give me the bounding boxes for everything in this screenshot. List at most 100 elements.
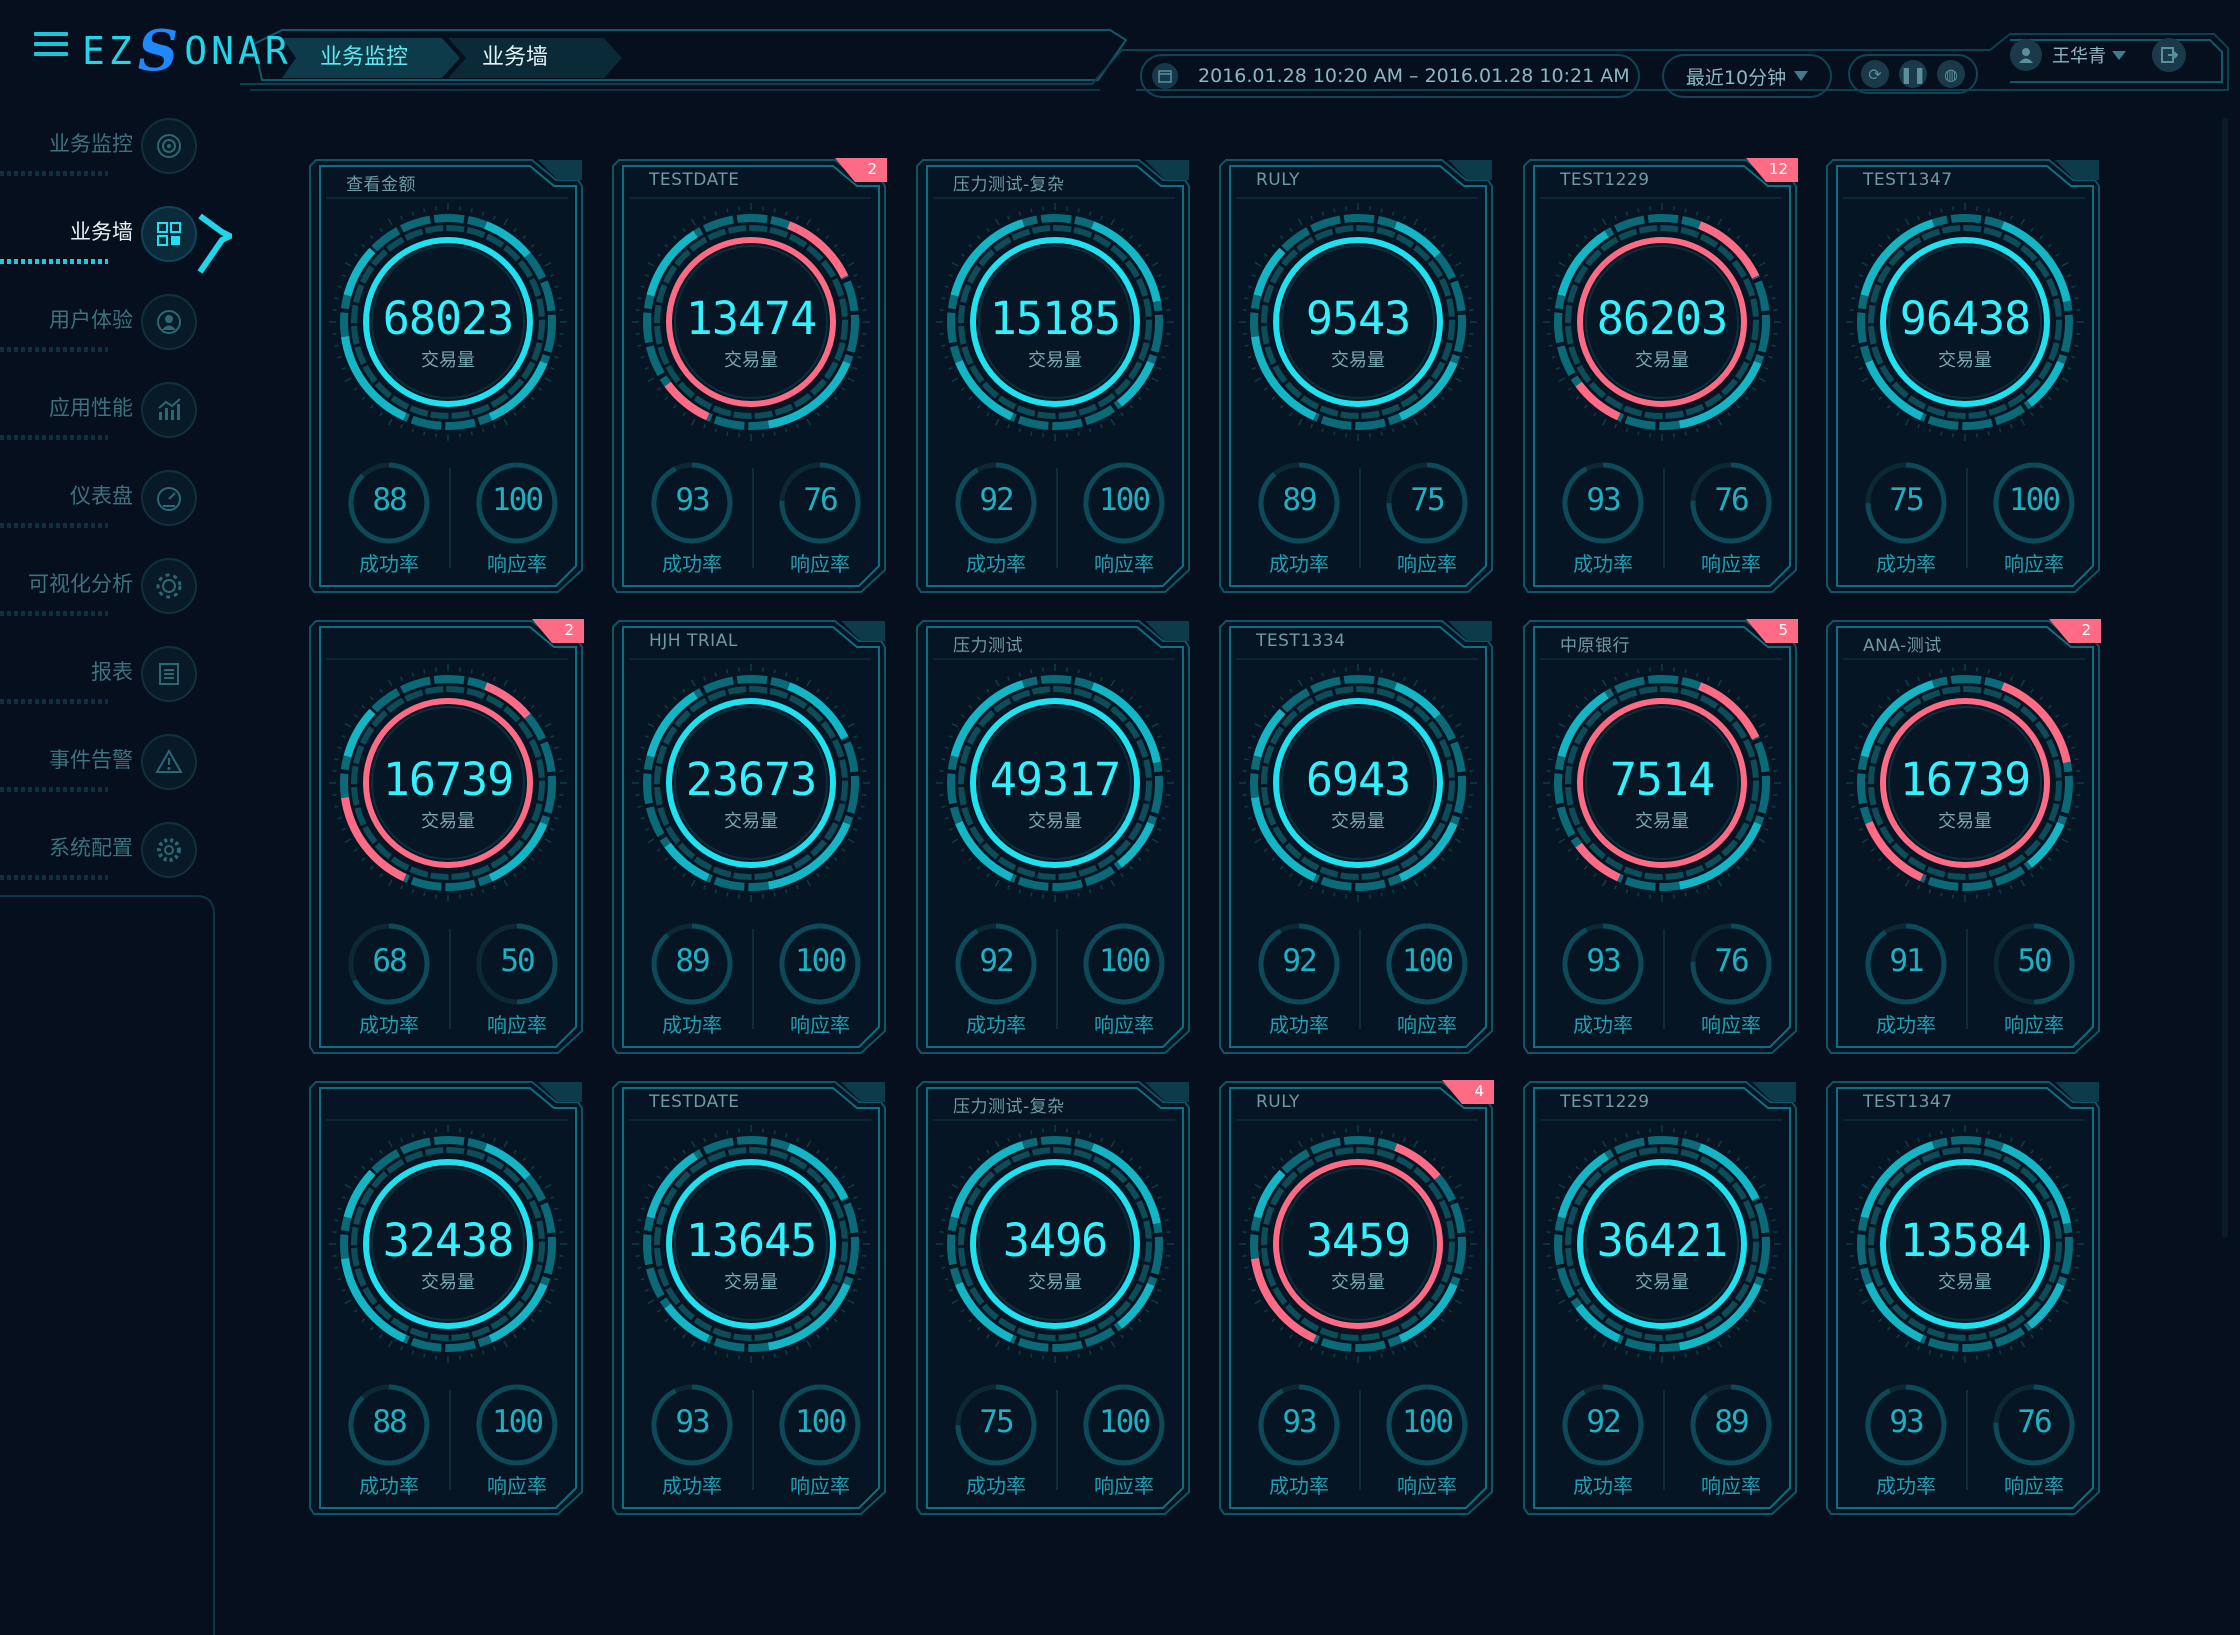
card-title: 压力测试-复杂 (953, 1097, 1065, 1117)
sidebar-item-1[interactable]: 业务墙 (0, 192, 215, 272)
breadcrumb-item-business-wall[interactable]: 业务墙 (482, 45, 549, 70)
sidebar-item-label: 用户体验 (49, 308, 133, 332)
volume-value: 32438 (382, 1214, 514, 1267)
volume-gauge (1542, 663, 1782, 903)
success-rate-ring (951, 458, 1041, 548)
success-rate-value: 75 (979, 1404, 1014, 1440)
card-title: TEST1334 (1256, 631, 1346, 651)
sidebar-item-2[interactable]: 用户体验 (0, 280, 215, 360)
business-card[interactable]: TEST1229 12 86203 交易量 93 成功率 76 响应率 (1520, 152, 1802, 597)
business-card[interactable]: 32438 交易量 88 成功率 100 响应率 (306, 1074, 588, 1519)
sidebar-item-4[interactable]: 仪表盘 (0, 456, 215, 536)
sidebar-item-underline (0, 347, 108, 352)
volume-label: 交易量 (1635, 811, 1689, 832)
sidebar-item-underline (0, 259, 108, 264)
success-rate-value: 93 (675, 1404, 710, 1440)
sidebar-item-label: 业务监控 (49, 132, 133, 156)
sidebar-item-underline (0, 699, 108, 704)
business-wall-grid: 查看金额 68023 交易量 88 成功率 100 响应率 TESTDATE 2 13474 交易量… (306, 152, 2116, 1522)
business-card[interactable]: TEST1347 13584 交易量 93 成功率 76 响应率 (1823, 1074, 2105, 1519)
success-rate-value: 91 (1889, 943, 1924, 979)
business-card[interactable]: RULY 9543 交易量 89 成功率 75 响应率 (1216, 152, 1498, 597)
response-rate-label: 响应率 (487, 552, 547, 576)
sidebar-item-8[interactable]: 系统配置 (0, 808, 215, 888)
success-rate-value: 75 (1889, 482, 1924, 518)
sidebar-item-5[interactable]: 可视化分析 (0, 544, 215, 624)
breadcrumb-item-business-monitor[interactable]: 业务监控 (320, 45, 409, 70)
business-card[interactable]: RULY 4 3459 交易量 93 成功率 100 响应率 (1216, 1074, 1498, 1519)
success-rate-label: 成功率 (1876, 1474, 1936, 1498)
success-rate-ring (1861, 919, 1951, 1009)
response-rate-ring (1686, 919, 1776, 1009)
volume-value: 68023 (382, 292, 514, 345)
card-divider (752, 468, 754, 568)
volume-gauge (1238, 202, 1478, 442)
globe-icon[interactable]: ◍ (1937, 60, 1965, 88)
sidebar-item-7[interactable]: 事件告警 (0, 720, 215, 800)
chart-icon (141, 382, 197, 438)
sidebar-item-6[interactable]: 报表 (0, 632, 215, 712)
business-card[interactable]: ANA-测试 2 16739 交易量 91 成功率 50 响应率 (1823, 613, 2105, 1058)
response-rate-ring (1989, 1380, 2079, 1470)
user-chevron-down-icon[interactable] (2112, 50, 2126, 60)
card-divider (752, 1390, 754, 1490)
response-rate-label: 响应率 (487, 1013, 547, 1037)
success-rate-value: 89 (1282, 482, 1317, 518)
success-rate-label: 成功率 (662, 1474, 722, 1498)
range-select[interactable]: 最近10分钟 (1662, 54, 1832, 98)
success-rate-ring (1558, 919, 1648, 1009)
success-rate-label: 成功率 (1876, 552, 1936, 576)
response-rate-label: 响应率 (790, 552, 850, 576)
response-rate-ring (1686, 458, 1776, 548)
success-rate-label: 成功率 (1573, 552, 1633, 576)
business-card[interactable]: 压力测试-复杂 3496 交易量 75 成功率 100 响应率 (913, 1074, 1195, 1519)
refresh-icon[interactable]: ⟳ (1861, 60, 1889, 88)
user-name[interactable]: 王华青 (2052, 46, 2106, 67)
response-rate-label: 响应率 (1094, 1013, 1154, 1037)
volume-label: 交易量 (421, 350, 475, 371)
response-rate-value: 100 (1099, 1404, 1151, 1440)
page-scrollbar[interactable] (2222, 118, 2228, 1238)
volume-value: 15185 (989, 292, 1121, 345)
time-range-picker[interactable]: 2016.01.28 10:20 AM – 2016.01.28 10:21 A… (1140, 54, 1640, 98)
success-rate-value: 93 (1282, 1404, 1317, 1440)
volume-gauge (631, 1124, 871, 1364)
app-logo[interactable]: EZ S ONAR (82, 18, 292, 84)
business-card[interactable]: TESTDATE 2 13474 交易量 93 成功率 76 响应率 (609, 152, 891, 597)
menu-icon[interactable] (34, 32, 68, 66)
playback-controls: ⟳ ❚❚ ◍ (1848, 54, 1978, 94)
success-rate-label: 成功率 (359, 552, 419, 576)
card-divider (1966, 929, 1968, 1029)
success-rate-label: 成功率 (1269, 1013, 1329, 1037)
success-rate-ring (344, 919, 434, 1009)
business-card[interactable]: TESTDATE 13645 交易量 93 成功率 100 响应率 (609, 1074, 891, 1519)
business-card[interactable]: TEST1334 6943 交易量 92 成功率 100 响应率 (1216, 613, 1498, 1058)
user-avatar-icon[interactable] (2010, 39, 2042, 71)
card-title: 查看金额 (346, 175, 416, 195)
card-divider (1663, 929, 1665, 1029)
business-card[interactable]: 压力测试-复杂 15185 交易量 92 成功率 100 响应率 (913, 152, 1195, 597)
pause-icon[interactable]: ❚❚ (1899, 60, 1927, 88)
business-card[interactable]: HJH TRIAL 23673 交易量 89 成功率 100 响应率 (609, 613, 891, 1058)
business-card[interactable]: TEST1229 36421 交易量 92 成功率 89 响应率 (1520, 1074, 1802, 1519)
sidebar-item-label: 可视化分析 (28, 572, 133, 596)
business-card[interactable]: 查看金额 68023 交易量 88 成功率 100 响应率 (306, 152, 588, 597)
business-card[interactable]: 2 16739 交易量 68 成功率 50 响应率 (306, 613, 588, 1058)
success-rate-value: 92 (979, 943, 1014, 979)
logout-icon[interactable] (2152, 38, 2186, 72)
business-card[interactable]: 中原银行 5 7514 交易量 93 成功率 76 响应率 (1520, 613, 1802, 1058)
response-rate-ring (1989, 919, 2079, 1009)
sidebar-item-0[interactable]: 业务监控 (0, 104, 215, 184)
business-card[interactable]: TEST1347 96438 交易量 75 成功率 100 响应率 (1823, 152, 2105, 597)
card-divider (1966, 468, 1968, 568)
sidebar-item-3[interactable]: 应用性能 (0, 368, 215, 448)
response-rate-ring (1382, 458, 1472, 548)
business-card[interactable]: 压力测试 49317 交易量 92 成功率 100 响应率 (913, 613, 1195, 1058)
sidebar: 业务监控业务墙用户体验应用性能 仪表盘可视化分析报表 事件告警 系统配置 (0, 96, 232, 1635)
range-select-value: 最近10分钟 (1685, 66, 1787, 89)
response-rate-ring (775, 919, 865, 1009)
success-rate-value: 93 (675, 482, 710, 518)
success-rate-label: 成功率 (1573, 1474, 1633, 1498)
response-rate-ring (1989, 458, 2079, 548)
volume-gauge (1845, 202, 2085, 442)
